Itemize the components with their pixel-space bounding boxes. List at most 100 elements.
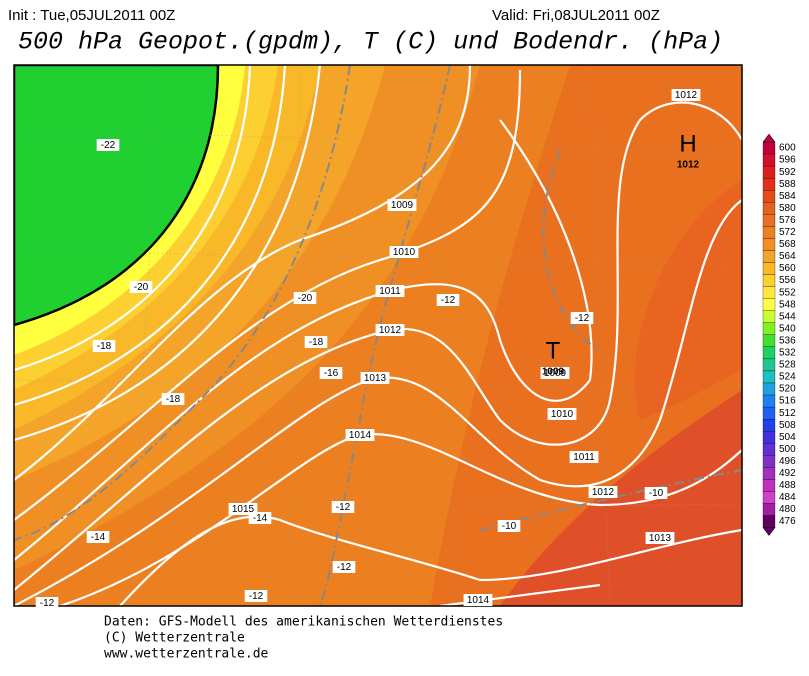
temperature-label: -12 (336, 502, 351, 513)
map-title: 500 hPa Geopot.(gpdm), T (C) und Bodendr… (18, 28, 723, 57)
temperature-label: -12 (575, 313, 590, 324)
color-label: 480 (779, 504, 796, 515)
pressure-label-box (360, 372, 390, 384)
pressure-label: 1015 (232, 504, 255, 515)
color-swatch (762, 503, 776, 516)
color-label: 544 (779, 311, 796, 322)
color-swatch (762, 274, 776, 287)
temperature-label-box (96, 139, 120, 151)
temperature-label: -12 (40, 598, 55, 609)
pressure-label: 1010 (551, 409, 574, 420)
temperature-label-box (332, 561, 356, 573)
pressure-label-box (588, 486, 618, 498)
pressure-label: 1009 (544, 368, 567, 379)
pressure-label: 1010 (393, 247, 416, 258)
color-swatch (762, 262, 776, 275)
pressure-label: 1012 (379, 325, 402, 336)
pressure-label: 1013 (364, 373, 387, 384)
color-label: 488 (779, 480, 796, 491)
color-swatch (762, 165, 776, 179)
temperature-label: -22 (101, 140, 116, 151)
color-label: 476 (779, 516, 796, 527)
color-label: 588 (779, 179, 796, 190)
color-swatch (762, 394, 776, 408)
color-swatch (762, 214, 776, 227)
temperature-label: -10 (649, 488, 664, 499)
color-label: 496 (779, 456, 796, 467)
temperature-label-box (86, 531, 110, 543)
temperature-label: -12 (337, 562, 352, 573)
temperature-label-box (35, 597, 59, 609)
color-swatch (762, 515, 776, 528)
temperature-label: -12 (249, 591, 264, 602)
color-swatch (762, 238, 776, 251)
temperature-label-box (92, 340, 116, 352)
color-swatch (762, 334, 776, 347)
grid (14, 65, 742, 606)
color-swatch (762, 286, 776, 299)
temperature-label-box (304, 336, 328, 348)
color-label: 560 (779, 263, 796, 274)
pressure-label-box (387, 199, 417, 211)
isotherms (14, 65, 742, 606)
temperature-label-box (244, 590, 268, 602)
temperature-label: -16 (324, 368, 339, 379)
footer-line: www.wetterzentrale.de (104, 647, 269, 662)
field (14, 65, 220, 327)
valid-time: Valid: Fri,08JUL2011 00Z (492, 7, 660, 24)
pressure-label: 1009 (391, 200, 414, 211)
color-swatch (762, 431, 776, 444)
color-label: 500 (779, 444, 796, 455)
color-label: 536 (779, 335, 796, 346)
color-swatch (762, 310, 776, 323)
color-label: 504 (779, 432, 796, 443)
color-swatch (762, 153, 776, 167)
color-label: 564 (779, 251, 796, 262)
map: 1012 1009 1010 1011 1012 1013 1014 1015 1009 1010… (13, 64, 743, 609)
temperature-label-box (319, 367, 343, 379)
footer-line: Daten: GFS-Modell des amerikanischen Wet… (104, 615, 503, 630)
pressure-label: 1012 (592, 487, 615, 498)
pressure-label-box (540, 367, 570, 379)
temperature-label-box (248, 512, 272, 524)
color-swatch (762, 177, 776, 191)
color-swatch (762, 226, 776, 239)
color-swatch (762, 141, 776, 155)
color-label: 600 (779, 143, 796, 154)
pressure-label-box (389, 246, 419, 258)
color-swatch (762, 370, 776, 384)
color-swatch (762, 202, 776, 215)
pressure-label-box (547, 408, 577, 420)
color-label: 516 (779, 396, 796, 407)
footer-line: (C) Wetterzentrale (104, 631, 245, 646)
temperature-label: -18 (166, 394, 181, 405)
center-value: 1012 (677, 160, 700, 171)
pressure-label: 1014 (349, 430, 372, 441)
color-label: 592 (779, 167, 796, 178)
temperature-label-box (497, 520, 521, 532)
temperature-label: -20 (134, 282, 149, 293)
center-symbol: T (546, 337, 561, 364)
color-label: 508 (779, 420, 796, 431)
temperature-label-box (161, 393, 185, 405)
color-label: 484 (779, 492, 796, 503)
color-label: 576 (779, 215, 796, 226)
temperature-label: -20 (298, 293, 313, 304)
pressure-label-box (375, 324, 405, 336)
color-swatch (762, 443, 776, 456)
footer: Daten: GFS-Modell des amerikanischen Wet… (104, 615, 503, 662)
temperature-label-box (644, 487, 668, 499)
temperature-label: -12 (441, 295, 456, 306)
temperature-label: -18 (97, 341, 112, 352)
color-label: 552 (779, 287, 796, 298)
color-label: 580 (779, 203, 796, 214)
color-label: 512 (779, 408, 796, 419)
color-swatch (762, 479, 776, 492)
temperature-label-box (436, 294, 460, 306)
color-swatch (762, 190, 776, 203)
color-label: 540 (779, 323, 796, 334)
temperature-label: -14 (91, 532, 106, 543)
color-label: 584 (779, 191, 796, 202)
color-swatch (762, 298, 776, 311)
color-swatch (762, 382, 776, 396)
